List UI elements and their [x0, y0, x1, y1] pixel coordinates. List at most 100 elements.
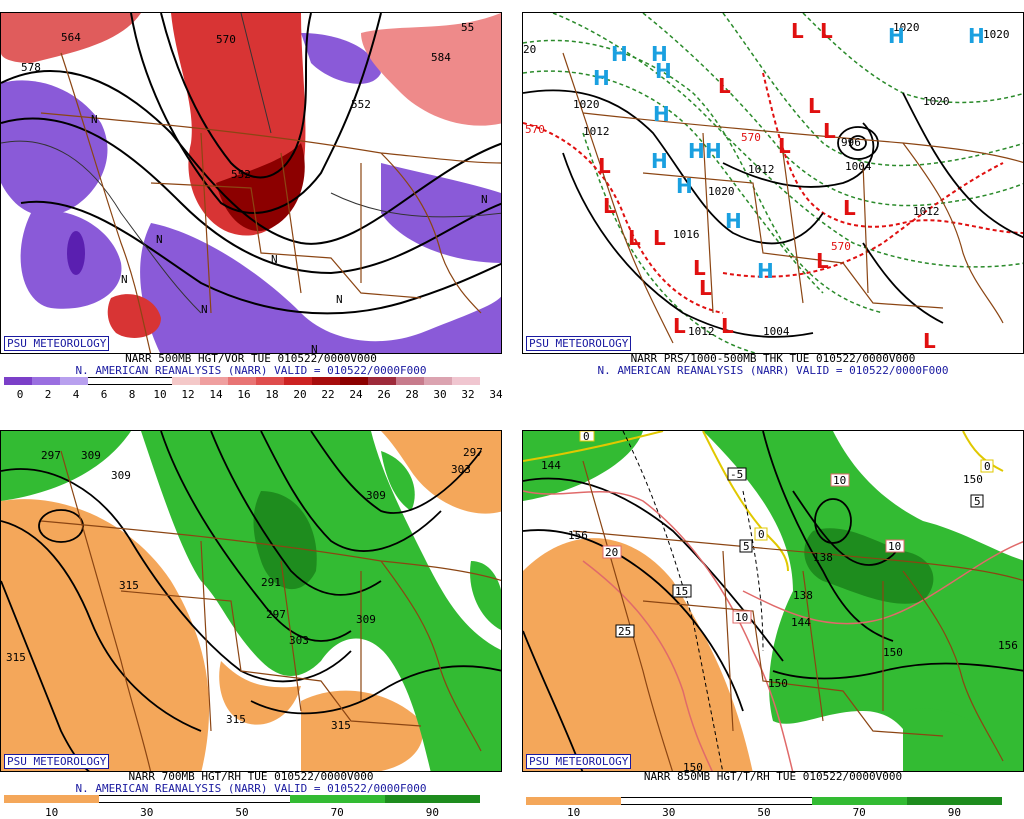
- contour-label: 552: [231, 168, 251, 181]
- high-pressure-mark: H: [651, 149, 668, 173]
- low-pressure-mark: L: [653, 226, 666, 250]
- colorbar-tick-label: 50: [757, 806, 771, 819]
- temp-label: 10: [735, 611, 748, 624]
- colorbar-segment: [228, 377, 256, 385]
- low-pressure-mark: L: [778, 134, 791, 158]
- contour-label: 552: [351, 98, 371, 111]
- low-pressure-mark: L: [923, 329, 936, 353]
- psu-badge: PSU METEOROLOGY: [4, 754, 110, 769]
- thickness-label: 570: [741, 131, 761, 144]
- colorbar-segment: [99, 795, 195, 803]
- temp-label: 15: [675, 585, 688, 598]
- colorbar-tick-label: 90: [425, 806, 440, 819]
- moist-area: [703, 431, 1023, 771]
- isobar-label: 1004: [763, 325, 790, 338]
- colorbar-tick-label: 24: [349, 388, 363, 401]
- contour-label: 309: [111, 469, 131, 482]
- colorbar-tick-label: 30: [140, 806, 154, 819]
- isobar-label: 1012: [913, 205, 940, 218]
- colorbar-ticks: 10 30 50 70 90: [522, 806, 1024, 819]
- colorbar-segment: [172, 377, 200, 385]
- colorbar-tick-label: 50: [235, 806, 249, 819]
- high-pressure-mark: H: [757, 259, 774, 283]
- colorbar-tick-label: 20: [293, 388, 307, 401]
- vort-high-area: [361, 13, 501, 126]
- colorbar-tick-label: 8: [128, 388, 136, 401]
- colorbar-segment: [906, 797, 1002, 805]
- colorbar-segment: [144, 377, 172, 385]
- temp-label: 0: [758, 528, 765, 541]
- colorbar-segment: [368, 377, 396, 385]
- height-label: 150: [883, 646, 903, 659]
- height-label: 144: [791, 616, 811, 629]
- contour-label: 291: [261, 576, 281, 589]
- height-label: 144: [541, 459, 561, 472]
- colorbar-tick-label: 22: [321, 388, 335, 401]
- low-pressure-mark: L: [823, 119, 836, 143]
- temp-label: 10: [888, 540, 901, 553]
- low-pressure-mark: L: [721, 314, 734, 338]
- low-pressure-mark: L: [843, 196, 856, 220]
- vort-mark: N: [91, 113, 98, 126]
- temp-label: 20: [605, 546, 618, 559]
- low-pressure-mark: L: [791, 19, 804, 43]
- isobar-label: 1004: [845, 160, 872, 173]
- contour-label: 570: [216, 33, 236, 46]
- panel-title: NARR PRS/1000-500MB THK TUE 010522/0000V…: [630, 352, 916, 365]
- panel-prs-thickness: 1020 1012 1012 1020 1016 1004 996 1012 1…: [522, 0, 1024, 400]
- height-label: 150: [683, 761, 703, 772]
- colorbar-segment: [424, 377, 452, 385]
- isobar-label: 1012: [583, 125, 610, 138]
- map-850mb-graphic: 144 156 138 138 144 150 150 156 150 150 …: [523, 431, 1023, 772]
- colorbar-tick-label: 2: [44, 388, 52, 401]
- low-pressure-mark: L: [718, 74, 731, 98]
- panel-subtitle: N. AMERICAN REANALYSIS (NARR) VALID = 01…: [597, 364, 949, 377]
- isobar-label: 1012: [688, 325, 715, 338]
- colorbar: [4, 795, 480, 803]
- contour-label: 303: [289, 634, 309, 647]
- map-500mb-graphic: N N N N N N N N 564 578 570 552 552 584 …: [1, 13, 501, 353]
- panel-title: NARR 500MB HGT/VOR TUE 010522/0000V000: [125, 352, 377, 365]
- dry-area: [381, 431, 501, 514]
- isobar-label: 1012: [748, 163, 775, 176]
- high-pressure-mark: H: [611, 42, 628, 66]
- colorbar-segment: [32, 377, 60, 385]
- isobar-label: 1020: [983, 28, 1010, 41]
- low-pressure-mark: L: [673, 314, 686, 338]
- colorbar-tick-label: 32: [461, 388, 475, 401]
- high-pressure-mark: H: [676, 174, 693, 198]
- vort-mark: N: [481, 193, 488, 206]
- panel-title: NARR 850MB HGT/T/RH TUE 010522/0000V000: [643, 770, 903, 783]
- contour-label: 297: [266, 608, 286, 621]
- high-pressure-mark: H: [593, 66, 610, 90]
- isobar-label: 20: [523, 43, 536, 56]
- colorbar-ticks: 0 2 4 6 8 10 12 14 16 18 20 22 24 26 28 30 32 34: [0, 388, 503, 401]
- moist-area: [253, 491, 317, 590]
- colorbar-ticks: 10 30 50 70 90: [0, 806, 502, 819]
- high-pressure-mark: H: [725, 209, 742, 233]
- colorbar-tick-label: 4: [72, 388, 80, 401]
- vort-high-area: [107, 294, 161, 338]
- colorbar-tick-label: 10: [153, 388, 167, 401]
- colorbar-tick-label: 6: [100, 388, 108, 401]
- colorbar-tick-label: 70: [330, 806, 344, 819]
- contour-label: 578: [21, 61, 41, 74]
- colorbar-tick-label: 30: [662, 806, 676, 819]
- thickness-label: 570: [831, 240, 851, 253]
- colorbar-segment: [384, 795, 480, 803]
- colorbar: [526, 797, 1002, 805]
- colorbar-segment: [60, 377, 88, 385]
- low-pressure-mark: L: [603, 194, 616, 218]
- colorbar-segment: [256, 377, 284, 385]
- moist-area: [381, 451, 415, 511]
- colorbar-tick-label: 16: [237, 388, 251, 401]
- panel-subtitle: N. AMERICAN REANALYSIS (NARR) VALID = 01…: [75, 364, 427, 377]
- contour-label: 309: [356, 613, 376, 626]
- contour-label: 315: [331, 719, 351, 732]
- colorbar-segment: [621, 797, 717, 805]
- colorbar-segment: [116, 377, 144, 385]
- vort-mark: N: [336, 293, 343, 306]
- contour-label: 315: [6, 651, 26, 664]
- high-pressure-mark: H: [688, 139, 705, 163]
- low-pressure-mark: L: [693, 256, 706, 280]
